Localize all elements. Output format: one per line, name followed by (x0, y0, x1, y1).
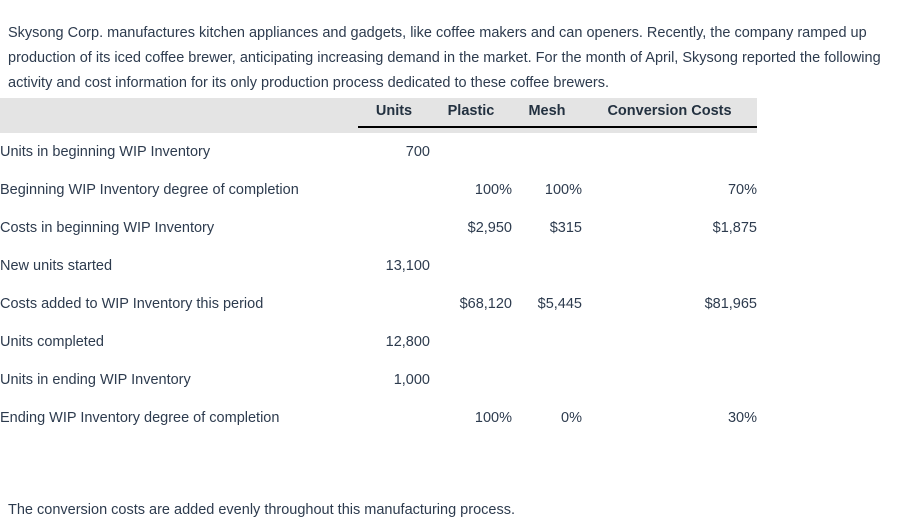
table-row: New units started 13,100 (0, 247, 757, 285)
cell-plastic: 100% (474, 410, 512, 426)
cell-conversion-costs: 30% (727, 410, 757, 426)
table-row: Units in ending WIP Inventory 1,000 (0, 361, 757, 399)
cell-plastic (430, 247, 512, 285)
row-label: Units in ending WIP Inventory (0, 372, 191, 388)
cell-conversion-costs: $81,965 (704, 296, 757, 312)
table-row: Costs added to WIP Inventory this period… (0, 285, 757, 323)
cost-information-table: Units Plastic Mesh Conversion Costs Unit… (0, 98, 757, 437)
cell-units (358, 399, 430, 437)
table-row: Ending WIP Inventory degree of completio… (0, 399, 757, 437)
table-row: Beginning WIP Inventory degree of comple… (0, 171, 757, 209)
row-label: Units completed (0, 334, 104, 350)
cell-mesh (512, 133, 582, 171)
row-label: Beginning WIP Inventory degree of comple… (0, 182, 299, 198)
cost-information-table-container: Units Plastic Mesh Conversion Costs Unit… (0, 98, 916, 437)
cell-conversion-costs (582, 133, 757, 171)
column-header-units: Units (358, 98, 430, 133)
cell-mesh (512, 247, 582, 285)
cell-units: 13,100 (385, 258, 430, 274)
cell-units: 12,800 (385, 334, 430, 350)
table-row: Units in beginning WIP Inventory 700 (0, 133, 757, 171)
cell-mesh: 0% (561, 410, 582, 426)
intro-paragraph: Skysong Corp. manufactures kitchen appli… (8, 24, 881, 91)
row-label: Costs in beginning WIP Inventory (0, 220, 215, 236)
cell-units: 1,000 (393, 372, 430, 388)
row-label: Ending WIP Inventory degree of completio… (0, 410, 280, 426)
cell-conversion-costs: 70% (727, 182, 757, 198)
cell-units (358, 171, 430, 209)
column-header-conversion-costs: Conversion Costs (582, 98, 757, 133)
column-header-mesh: Mesh (512, 98, 582, 133)
cell-plastic: $68,120 (459, 296, 512, 312)
cell-mesh (512, 323, 582, 361)
table-row: Units completed 12,800 (0, 323, 757, 361)
footer-note: The conversion costs are added evenly th… (8, 501, 515, 518)
column-header-units-label: Units (358, 103, 430, 128)
table-header-row: Units Plastic Mesh Conversion Costs (0, 98, 757, 133)
column-header-conversion-costs-label: Conversion Costs (582, 103, 757, 128)
cell-mesh: $5,445 (537, 296, 582, 312)
row-label: New units started (0, 258, 113, 274)
cell-mesh: $315 (549, 220, 582, 236)
table-body: Units in beginning WIP Inventory 700 Begin… (0, 133, 757, 437)
cell-plastic (430, 361, 512, 399)
cell-plastic: $2,950 (467, 220, 512, 236)
cell-mesh: 100% (544, 182, 582, 198)
column-header-plastic-label: Plastic (430, 103, 512, 128)
table-header: Units Plastic Mesh Conversion Costs (0, 98, 757, 133)
row-label: Units in beginning WIP Inventory (0, 144, 211, 160)
column-header-mesh-label: Mesh (512, 103, 582, 128)
cell-plastic (430, 323, 512, 361)
cell-plastic (430, 133, 512, 171)
cell-units (358, 209, 430, 247)
cell-conversion-costs (582, 247, 757, 285)
cell-units (358, 285, 430, 323)
cell-plastic: 100% (474, 182, 512, 198)
cell-conversion-costs: $1,875 (712, 220, 757, 236)
row-label: Costs added to WIP Inventory this period (0, 296, 264, 312)
cell-conversion-costs (582, 361, 757, 399)
cell-units: 700 (405, 144, 430, 160)
column-header-label (0, 98, 358, 133)
column-header-plastic: Plastic (430, 98, 512, 133)
cell-mesh (512, 361, 582, 399)
cell-conversion-costs (582, 323, 757, 361)
table-row: Costs in beginning WIP Inventory $2,950 $3… (0, 209, 757, 247)
